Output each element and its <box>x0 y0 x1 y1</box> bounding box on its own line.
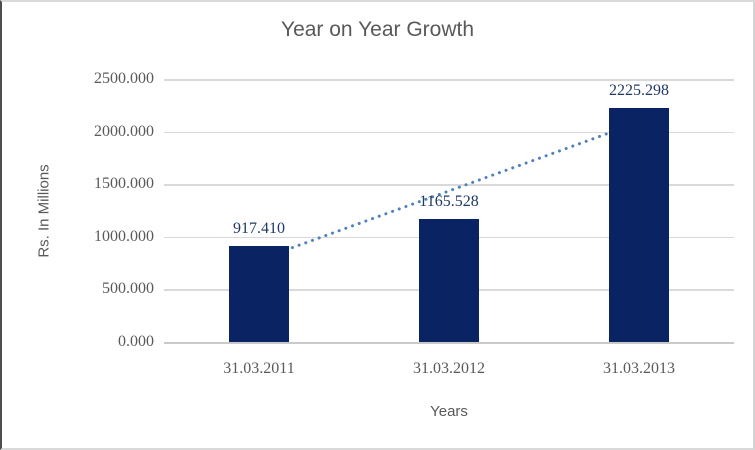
bar-group-2011: 917.410 <box>164 79 354 342</box>
y-tick-label: 1000.000 <box>94 227 154 245</box>
plot-area: 917.410 1165.528 2225.298 <box>164 79 734 344</box>
y-tick-label: 500.000 <box>102 280 154 298</box>
x-axis-title: Years <box>430 403 468 420</box>
y-tick-label: 0.000 <box>118 333 154 350</box>
bar-2011 <box>229 245 289 342</box>
bar-group-2012: 1165.528 <box>354 79 544 342</box>
bars-row: 917.410 1165.528 2225.298 <box>164 79 734 342</box>
y-tick-label: 1500.000 <box>94 175 154 193</box>
x-tick-label: 31.03.2013 <box>603 360 675 377</box>
y-axis-ticks: 2500.000 2000.000 1500.000 1000.000 500.000 0… <box>42 70 154 350</box>
y-tick-label: 2500.000 <box>94 70 154 87</box>
bar-value-label: 2225.298 <box>609 81 669 99</box>
bar-2013 <box>609 107 669 342</box>
x-tick-label: 31.03.2012 <box>413 360 485 377</box>
bar-value-label: 1165.528 <box>419 193 479 211</box>
x-tick-label: 31.03.2011 <box>223 360 295 377</box>
bar-value-label: 917.410 <box>233 219 285 237</box>
x-axis-labels: 31.03.2011 31.03.2012 31.03.2013 <box>164 360 734 378</box>
gridline <box>164 184 734 186</box>
chart-title: Year on Year Growth <box>280 18 475 41</box>
bar-group-2013: 2225.298 <box>544 79 734 342</box>
gridline <box>164 79 734 81</box>
gridline <box>164 131 734 134</box>
y-tick-label: 2000.000 <box>94 122 154 140</box>
bar-2012 <box>419 219 479 342</box>
